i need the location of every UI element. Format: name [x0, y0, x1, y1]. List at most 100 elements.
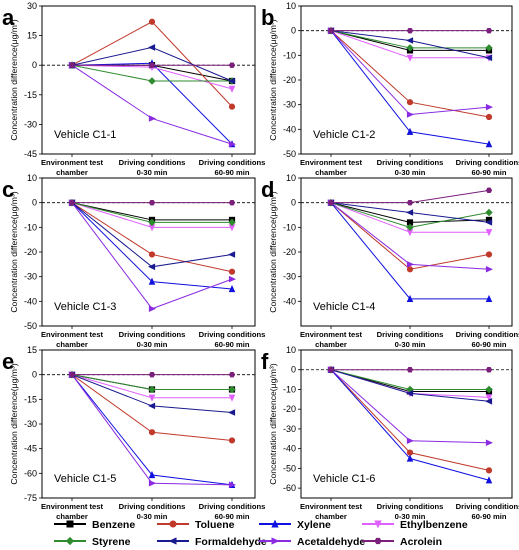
data-point-acetaldehyde — [406, 111, 415, 118]
y-tick-label: -40 — [24, 296, 37, 306]
legend-item: Xylene — [259, 519, 331, 531]
x-tick-label: chamber — [315, 512, 347, 521]
data-point-acrolein — [406, 199, 414, 206]
data-point-formaldehyde — [405, 390, 414, 397]
data-point-acrolein — [68, 62, 76, 68]
data-point-acrolein — [228, 62, 236, 68]
data-point-styrene — [228, 218, 236, 227]
data-point-xylene — [485, 140, 493, 148]
vehicle-label: Vehicle C1-1 — [54, 129, 116, 141]
y-tick-label: -50 — [283, 149, 296, 159]
y-axis-title: Concentration difference(μg/m³) — [268, 191, 278, 312]
data-point-acrolein — [485, 27, 493, 34]
y-tick-label: -50 — [283, 463, 296, 473]
vehicle-label: Vehicle C1-3 — [54, 301, 116, 313]
data-point-acrolein — [68, 371, 76, 378]
data-point-formaldehyde — [484, 219, 493, 226]
x-tick-label: 0-30 min — [137, 512, 168, 521]
x-tick-label: Environment test — [300, 502, 362, 511]
x-tick-label: 0-30 min — [137, 168, 168, 177]
x-tick-label: Driving conditions — [119, 158, 186, 167]
data-point-acetaldehyde — [228, 140, 237, 148]
data-point-styrene — [228, 385, 236, 394]
data-point-formaldehyde — [227, 77, 236, 85]
y-axis-title: Concentration difference(μg/m³) — [9, 191, 19, 312]
legend-label: Formaldehyde — [195, 536, 267, 548]
x-tick-label: Driving conditions — [199, 330, 266, 339]
data-point-acrolein — [148, 62, 156, 68]
data-point-ethylbenzene — [406, 54, 414, 62]
x-tick-label: Driving conditions — [377, 330, 444, 339]
x-tick-label: Driving conditions — [377, 158, 444, 167]
legend-item: Benzene — [54, 519, 135, 531]
data-point-toluene — [228, 103, 236, 110]
plot-frame — [300, 349, 513, 499]
y-tick-label: 0 — [291, 198, 296, 208]
data-point-acrolein — [406, 367, 414, 373]
panel-letter: c — [2, 177, 14, 202]
data-point-styrene — [148, 385, 156, 394]
data-point-ethylbenzene — [228, 394, 236, 402]
y-axis-title-main: Concentration difference — [268, 391, 278, 485]
data-point-toluene — [406, 266, 414, 273]
data-point-acrolein — [228, 371, 236, 378]
data-point-acrolein — [485, 187, 493, 194]
y-axis-title-unit: (μg/m³) — [9, 19, 19, 47]
y-tick-label: -45 — [24, 149, 37, 159]
y-tick-label: 10 — [27, 173, 37, 183]
legend-label: Toluene — [195, 519, 235, 531]
y-axis-title: Concentration difference(μg/m³) — [268, 19, 278, 140]
data-point-acetaldehyde — [485, 265, 494, 273]
x-tick-label: Driving conditions — [199, 502, 266, 511]
plot-frame — [41, 5, 256, 155]
legend-item: Styrene — [54, 536, 131, 548]
data-point-toluene — [228, 268, 236, 275]
vehicle-label: Vehicle C1-5 — [54, 473, 116, 485]
legend-item: Acrolein — [362, 536, 442, 548]
y-axis-title-main: Concentration difference — [268, 219, 278, 313]
data-point-acrolein — [148, 199, 156, 206]
panel-letter: d — [261, 177, 274, 202]
y-tick-label: -15 — [24, 90, 37, 100]
data-point-styrene — [485, 385, 493, 394]
x-tick-label: chamber — [315, 168, 347, 177]
y-tick-label: -60 — [24, 468, 37, 478]
y-tick-label: -40 — [283, 444, 296, 454]
series-line-toluene — [71, 202, 233, 273]
y-axis-title-main: Concentration difference — [9, 47, 19, 141]
y-tick-label: 0 — [291, 365, 296, 375]
data-point-toluene — [485, 251, 493, 258]
data-point-acrolein — [327, 27, 335, 34]
legend-item: Ethylbenzene — [362, 519, 468, 531]
data-point-ethylbenzene — [228, 85, 236, 93]
data-point-acrolein — [485, 367, 493, 373]
data-point-ethylbenzene — [485, 229, 493, 237]
y-tick-label: -50 — [24, 321, 37, 331]
data-point-xylene — [485, 294, 493, 302]
y-tick-label: -10 — [283, 222, 296, 232]
y-tick-label: -30 — [24, 272, 37, 282]
y-tick-label: -60 — [283, 483, 296, 493]
y-tick-label: -30 — [283, 424, 296, 434]
legend-item: Formaldehyde — [157, 536, 267, 548]
y-tick-label: -40 — [283, 124, 296, 134]
data-point-acrolein — [148, 371, 156, 378]
panel-letter: b — [261, 5, 274, 30]
chart-panel-f: -60 -50 -40 -30 -20 -10 0 10 Environment testcha… — [261, 345, 519, 521]
y-tick-label: -30 — [283, 272, 296, 282]
data-point-formaldehyde — [484, 54, 493, 62]
x-tick-label: Environment test — [41, 158, 103, 167]
data-point-acetaldehyde — [148, 115, 157, 122]
y-tick-label: 15 — [27, 345, 37, 355]
data-point-xylene — [228, 284, 236, 293]
legend-item: Toluene — [157, 519, 235, 531]
data-point-acetaldehyde — [148, 479, 157, 487]
x-tick-label: 60-90 min — [214, 340, 249, 349]
legend-marker — [271, 537, 280, 545]
y-axis-title-main: Concentration difference — [9, 391, 19, 485]
data-point-formaldehyde — [227, 409, 236, 416]
data-point-acetaldehyde — [228, 481, 237, 489]
legend-marker — [168, 537, 177, 545]
y-axis-title-unit: (μg/m³) — [268, 191, 278, 219]
